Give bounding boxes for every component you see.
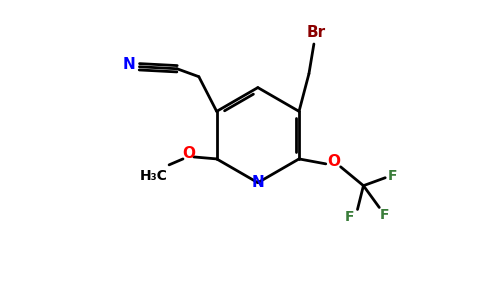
Text: H₃C: H₃C bbox=[139, 169, 167, 183]
Text: O: O bbox=[327, 154, 340, 169]
Text: F: F bbox=[387, 169, 397, 183]
Text: N: N bbox=[252, 175, 264, 190]
Text: N: N bbox=[123, 57, 136, 72]
Text: O: O bbox=[182, 146, 196, 161]
Text: F: F bbox=[345, 210, 354, 224]
Text: Br: Br bbox=[306, 25, 325, 40]
Text: F: F bbox=[379, 208, 389, 222]
